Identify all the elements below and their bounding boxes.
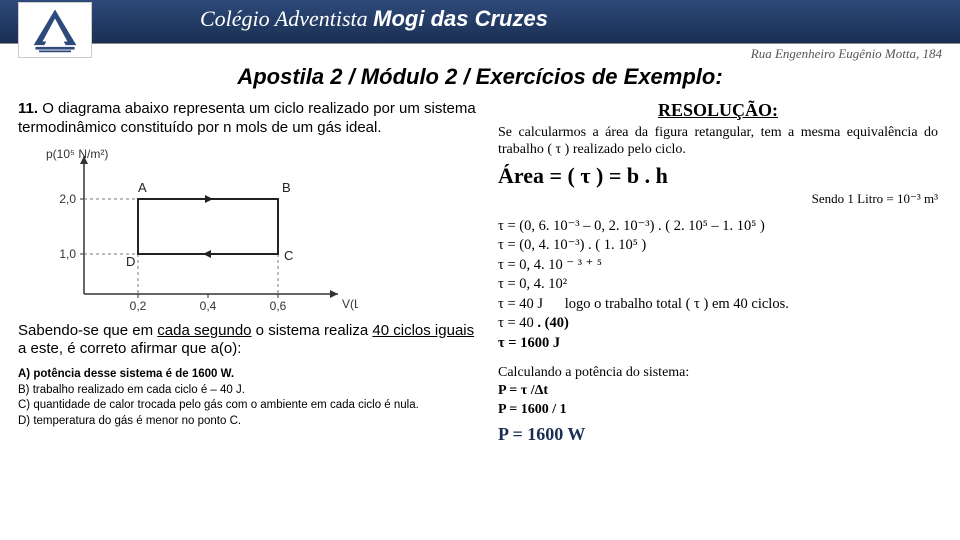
calc-line-2: τ = (0, 4. 10⁻³) . ( 1. 10⁵ )	[498, 236, 938, 256]
area-formula: Área = ( τ ) = b . h	[498, 163, 938, 189]
page-title: Apostila 2 / Módulo 2 / Exercícios de Ex…	[0, 64, 960, 90]
calc-line-7: τ = 1600 J	[498, 334, 938, 354]
svg-text:p(10⁵ N/m²): p(10⁵ N/m²)	[46, 147, 108, 161]
calc-line-5: τ = 40 J logo o trabalho total ( τ ) em …	[498, 295, 938, 315]
option-c: C) quantidade de calor trocada pelo gás …	[18, 398, 478, 414]
power-line-2: P = 1600 / 1	[498, 401, 938, 420]
svg-text:A: A	[138, 180, 147, 195]
svg-text:B: B	[282, 180, 291, 195]
calc-line-6: τ = 40 . (40)	[498, 314, 938, 334]
question-followup: Sabendo-se que em cada segundo o sistema…	[18, 322, 478, 360]
litro-note: Sendo 1 Litro = 10⁻³ m³	[498, 191, 938, 207]
option-a: A) potência desse sistema é de 1600 W.	[18, 367, 478, 383]
option-b: B) trabalho realizado em cada ciclo é – …	[18, 383, 478, 399]
solution-intro: Se calcularmos a área da figura retangul…	[498, 125, 938, 159]
power-line-1: P = τ /Δt	[498, 382, 938, 401]
school-name-city: Mogi das Cruzes	[373, 6, 548, 31]
school-name-prefix: Colégio Adventista	[200, 6, 373, 31]
school-name: Colégio Adventista Mogi das Cruzes	[200, 6, 548, 32]
calc-block: τ = (0, 6. 10⁻³ – 0, 2. 10⁻³) . ( 2. 10⁵…	[498, 217, 938, 354]
svg-text:1,0: 1,0	[59, 247, 76, 261]
school-address: Rua Engenheiro Eugênio Motta, 184	[751, 46, 942, 62]
solution-column: RESOLUÇÃO: Se calcularmos a área da figu…	[498, 100, 938, 447]
content-area: 11. O diagrama abaixo representa um cicl…	[0, 94, 960, 447]
svg-text:D: D	[126, 254, 135, 269]
svg-text:0,6: 0,6	[270, 299, 287, 313]
pv-diagram: 1,0 2,0 0,2 0,4 0,6 V(L) p(10⁵ N/m²)	[38, 144, 358, 314]
power-final: P = 1600 W	[498, 422, 938, 446]
school-logo	[18, 2, 92, 58]
power-intro: Calculando a potência do sistema:	[498, 364, 938, 383]
calc-line-4: τ = 0, 4. 10²	[498, 275, 938, 295]
solution-title: RESOLUÇÃO:	[498, 100, 938, 121]
svg-text:2,0: 2,0	[59, 192, 76, 206]
power-block: Calculando a potência do sistema: P = τ …	[498, 364, 938, 447]
page-header: Colégio Adventista Mogi das Cruzes Rua E…	[0, 0, 960, 62]
question-number: 11.	[18, 100, 38, 117]
question-text: 11. O diagrama abaixo representa um cicl…	[18, 100, 478, 138]
answer-options: A) potência desse sistema é de 1600 W. B…	[18, 367, 478, 429]
question-column: 11. O diagrama abaixo representa um cicl…	[18, 100, 478, 447]
svg-text:0,2: 0,2	[130, 299, 147, 313]
svg-text:V(L): V(L)	[342, 297, 358, 311]
svg-text:C: C	[284, 248, 293, 263]
calc-line-3: τ = 0, 4. 10 ⁻ ³ ⁺ ⁵	[498, 256, 938, 276]
calc-line-1: τ = (0, 6. 10⁻³ – 0, 2. 10⁻³) . ( 2. 10⁵…	[498, 217, 938, 237]
question-body: O diagrama abaixo representa um ciclo re…	[18, 100, 476, 136]
svg-text:0,4: 0,4	[200, 299, 217, 313]
option-d: D) temperatura do gás é menor no ponto C…	[18, 414, 478, 430]
